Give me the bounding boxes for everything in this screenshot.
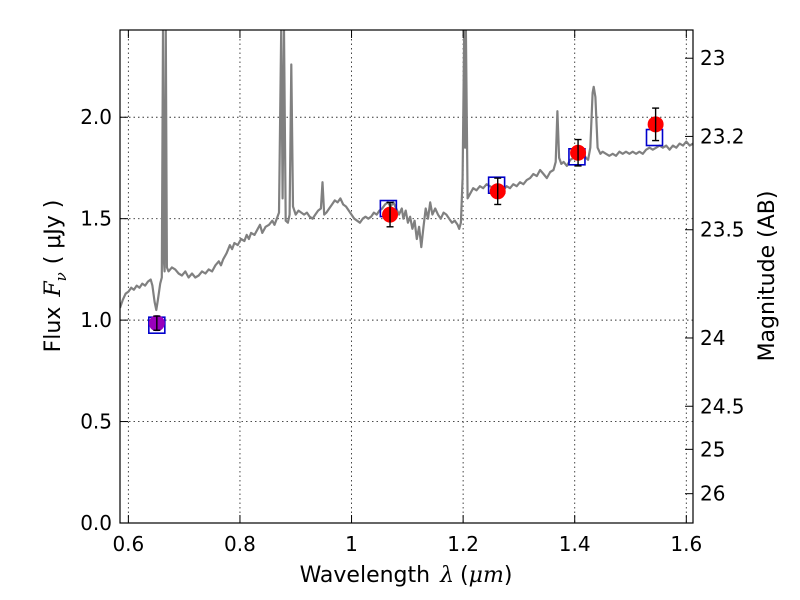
y-tick-label: 1.0 [80,308,112,332]
x-tick-labels: 0.6 0.8 1 1.2 1.4 1.6 [112,532,702,556]
y-tick-labels: 0.0 0.5 1.0 1.5 2.0 [80,105,112,535]
plot-background [120,30,693,523]
x-tick-label: 1 [345,532,358,556]
y2-tick-label: 24.5 [700,394,745,418]
y-tick-label: 0.5 [80,410,112,434]
y2-tick-label: 25 [700,437,725,461]
plot-frame [119,29,694,524]
x-tick-label: 0.6 [112,532,144,556]
x-tick-label: 0.8 [224,532,256,556]
y2-tick-label: 23.5 [700,218,745,242]
observed-photometry-points [148,107,664,332]
y-tick-label: 0.0 [80,511,112,535]
y2-tick-label: 24 [700,326,725,350]
x-tick-label: 1.6 [670,532,702,556]
y-axis-label: FluxFν( μJy ) [41,200,70,353]
y2-axis-label: Magnitude (AB) [755,191,780,362]
x-axis-label: Wavelength λ (μm) [300,563,513,588]
x-tick-label: 1.4 [559,532,591,556]
y2-tick-labels: 23 23.2 23.5 24 24.5 25 26 [700,46,745,505]
y-tick-label: 1.5 [80,207,112,231]
y-tick-label: 2.0 [80,105,112,129]
y2-tick-label: 26 [700,482,725,506]
axis-ticks [120,30,693,524]
y2-tick-label: 23.2 [700,124,745,148]
y2-tick-label: 23 [700,46,725,70]
x-tick-label: 1.2 [447,532,479,556]
